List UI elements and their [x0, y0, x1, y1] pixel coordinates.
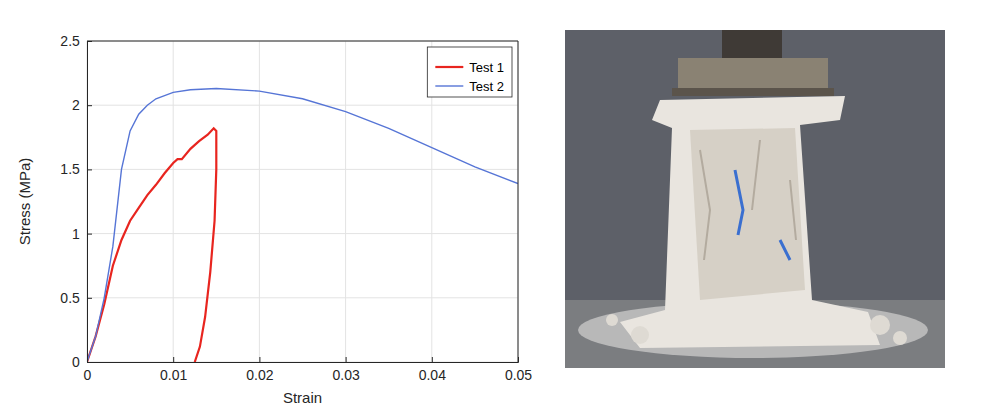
debris	[870, 315, 890, 335]
tick-mark	[259, 357, 260, 362]
tick-mark	[87, 234, 92, 235]
grid-line	[87, 169, 518, 170]
legend-label: Test 2	[469, 79, 504, 94]
tick-label: 0	[84, 367, 92, 383]
legend-swatch	[435, 66, 463, 68]
legend-box	[427, 47, 512, 97]
plot-area	[87, 41, 518, 362]
tick-label: 2	[72, 97, 80, 113]
grid-line	[87, 233, 518, 234]
tick: 0.01	[160, 357, 187, 383]
tick-label: 0.05	[505, 367, 532, 383]
tick-mark	[173, 357, 174, 362]
x-axis: 0 0.01 0.02 0.03 0.04 0.05	[84, 357, 533, 383]
tick: 0.04	[419, 357, 446, 383]
tick-mark	[87, 105, 92, 106]
tick: 1	[72, 226, 92, 242]
upper-platen-edge	[672, 88, 834, 96]
debris	[606, 314, 618, 326]
tick-label: 1	[72, 226, 80, 242]
tick-label: 0.02	[246, 367, 273, 383]
series-group	[87, 89, 518, 362]
axis-line	[88, 42, 93, 363]
grid-line	[259, 41, 260, 362]
tick-label: 0.03	[332, 367, 359, 383]
legend-swatch	[435, 85, 463, 86]
grid-line	[87, 297, 518, 298]
y-axis: 0 0.5 1 1.5 2 2.5	[60, 33, 92, 370]
tick: 0.03	[332, 357, 359, 383]
tick-label: 2.5	[60, 33, 80, 49]
frame	[87, 41, 518, 42]
tick-mark	[346, 357, 347, 362]
photo-background	[565, 30, 945, 368]
specimen-core	[690, 128, 805, 300]
grid-line	[87, 41, 518, 42]
machine-piston	[722, 30, 782, 60]
tick: 0	[72, 354, 92, 370]
grid	[87, 41, 518, 362]
grid-line	[87, 105, 518, 106]
tick-mark	[87, 298, 92, 299]
photo	[565, 30, 945, 368]
canvas: 0 0.01 0.02 0.03 0.04 0.05 0 0.5 1 1.5 2 2.5 Strain S…	[0, 0, 992, 412]
tick-mark	[432, 357, 433, 362]
tick-label: 0	[72, 354, 80, 370]
specimen	[620, 96, 880, 348]
x-axis-title: Strain	[283, 389, 322, 406]
tick: 1.5	[60, 161, 92, 177]
grid-line	[173, 41, 174, 362]
upper-platen	[678, 58, 828, 92]
legend: Test 1 Test 2	[427, 47, 512, 97]
frame	[518, 41, 519, 362]
tick: 0.05	[505, 357, 532, 383]
tick-label: 1.5	[60, 161, 80, 177]
y-axis-title: Stress (MPa)	[16, 158, 33, 246]
tick-label: 0.01	[160, 367, 187, 383]
tick-label: 0.04	[419, 367, 446, 383]
grid-line	[345, 41, 346, 362]
specimen-cracks	[700, 140, 796, 260]
tick-mark	[87, 169, 92, 170]
tick: 0.02	[246, 357, 273, 383]
series-line	[87, 128, 216, 362]
tick-label: 0.5	[60, 290, 80, 306]
legend-label: Test 1	[469, 60, 504, 75]
axis-line	[88, 357, 519, 363]
tick: 2	[72, 97, 92, 113]
debris	[631, 326, 649, 344]
debris	[893, 331, 907, 345]
specimen-marking	[735, 170, 790, 260]
tick-mark	[87, 362, 92, 363]
series-line	[87, 89, 518, 362]
grid-line	[518, 41, 519, 362]
tick: 0.5	[60, 290, 92, 306]
